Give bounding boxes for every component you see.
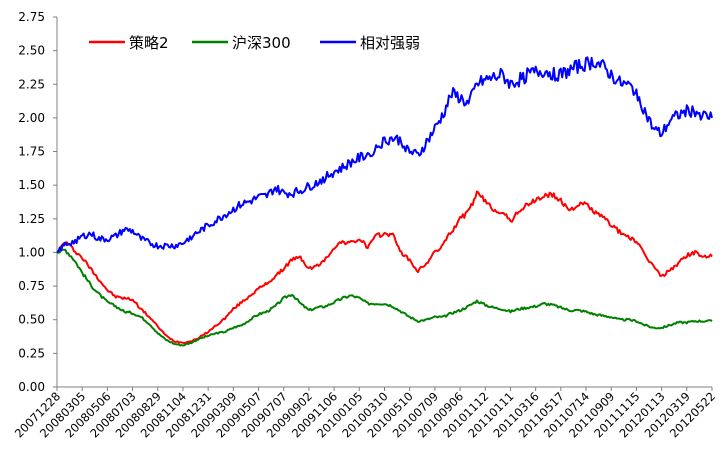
series-line-1 bbox=[56, 190, 713, 345]
y-tick-label: 2.75 bbox=[18, 10, 45, 24]
y-tick-label: 1.50 bbox=[18, 178, 45, 192]
y-tick-label: 0.00 bbox=[18, 380, 45, 394]
y-tick-label: 1.75 bbox=[18, 145, 45, 159]
legend-label-2: 沪深300 bbox=[232, 34, 291, 52]
y-tick-label: 2.00 bbox=[18, 111, 45, 125]
legend: 策略2 沪深300 相对强弱 bbox=[89, 34, 420, 52]
x-axis: 2007122820080305200805062008070320080829… bbox=[12, 386, 718, 441]
series-line-3 bbox=[56, 56, 713, 254]
y-tick-label: 1.00 bbox=[18, 245, 45, 259]
legend-label-3: 相对强弱 bbox=[360, 34, 420, 52]
y-tick-label: 0.75 bbox=[18, 279, 45, 293]
y-tick-label: 2.50 bbox=[18, 44, 45, 58]
y-tick-label: 1.25 bbox=[18, 212, 45, 226]
y-tick-label: 0.25 bbox=[18, 346, 45, 360]
y-axis: 0.00 0.25 0.50 0.75 1.00 1.25 1.50 1.75 2.00 2.25… bbox=[18, 10, 58, 394]
series-layer bbox=[56, 56, 713, 347]
y-tick-label: 0.50 bbox=[18, 313, 45, 327]
y-tick-label: 2.25 bbox=[18, 77, 45, 91]
series-line-2 bbox=[56, 248, 713, 347]
legend-label-1: 策略2 bbox=[129, 34, 169, 52]
